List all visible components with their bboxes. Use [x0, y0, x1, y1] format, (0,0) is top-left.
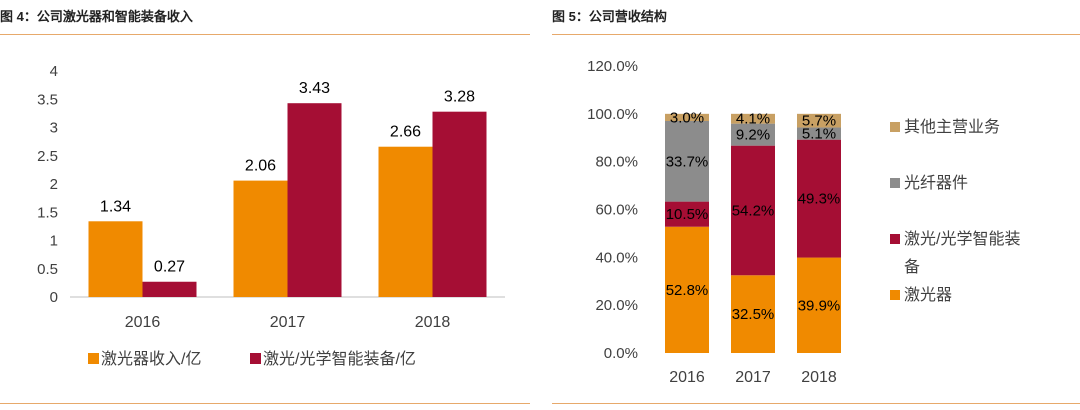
legend-label: 激光/光学智能装备 — [904, 230, 1020, 276]
legend-swatch-fiber — [890, 178, 900, 188]
data-label: 2.06 — [245, 158, 276, 175]
revenue-bar-chart: 0 0.5 1 1.5 2 2.5 3 3.5 4 2016 1.34 0.27 2017 2.06 3.4… — [37, 63, 505, 368]
left-chart-title: 图 4：公司激光器和智能装备收入 — [0, 9, 193, 24]
y-tick-label: 3 — [50, 120, 58, 137]
x-tick-label: 2018 — [415, 314, 451, 331]
legend-label-line: 备 — [904, 258, 920, 276]
data-label: 2.66 — [390, 124, 421, 141]
data-label: 3.28 — [444, 89, 475, 106]
x-tick-label: 2017 — [270, 314, 306, 331]
y-tick-label: 0 — [50, 289, 58, 306]
segment-label: 54.2% — [732, 202, 775, 219]
y-tick-label: 4 — [50, 63, 58, 80]
segment-laser-2016 — [665, 226, 709, 353]
bar-laser-2017 — [233, 180, 288, 297]
data-label: 1.34 — [100, 198, 131, 215]
y-tick-label: 100.0% — [587, 106, 638, 123]
segment-fiber-2016 — [665, 121, 709, 202]
left-title-rule — [0, 34, 530, 35]
legend-label: 其他主营业务 — [904, 118, 1000, 136]
bar-laser-2018 — [378, 146, 433, 297]
y-tick-label: 1 — [50, 233, 58, 250]
segment-equipment-2016 — [665, 201, 709, 227]
left-chart-panel: 图 4：公司激光器和智能装备收入 0 0.5 1 1.5 2 2.5 3 3.5 4 2016 1.… — [0, 0, 530, 410]
revenue-structure-stacked-chart: 0.0% 20.0% 40.0% 60.0% 80.0% 100.0% 120.0% 2016… — [587, 58, 1020, 386]
segment-label: 33.7% — [666, 153, 709, 170]
segment-fiber-2017 — [731, 123, 775, 146]
data-label: 3.43 — [299, 80, 330, 97]
segment-label: 5.1% — [802, 126, 836, 143]
y-tick-label: 120.0% — [587, 58, 638, 75]
y-tick-label: 80.0% — [595, 154, 638, 171]
y-tick-label: 20.0% — [595, 297, 638, 314]
segment-label: 10.5% — [666, 206, 709, 223]
segment-label: 49.3% — [798, 191, 841, 208]
x-tick-label: 2016 — [669, 369, 705, 386]
legend-label: 激光器收入/亿 — [101, 350, 201, 368]
legend-swatch-equipment — [250, 353, 261, 364]
legend-label: 光纤器件 — [904, 174, 968, 192]
y-tick-label: 0.0% — [604, 345, 638, 362]
segment-other-2017 — [731, 113, 775, 124]
y-tick-label: 40.0% — [595, 249, 638, 266]
data-label: 0.27 — [154, 259, 185, 276]
y-tick-label: 3.5 — [37, 91, 58, 108]
segment-label: 5.7% — [802, 113, 836, 130]
segment-equipment-2018 — [797, 139, 841, 258]
left-bottom-rule — [0, 403, 530, 404]
bar-laser-2016 — [88, 221, 143, 297]
x-tick-label: 2018 — [801, 369, 837, 386]
legend-label: 激光/光学智能装备/亿 — [263, 350, 416, 368]
segment-other-2016 — [665, 113, 709, 122]
y-tick-label: 0.5 — [37, 261, 58, 278]
bar-equipment-2016 — [142, 281, 197, 297]
segment-label: 9.2% — [736, 127, 770, 144]
legend-swatch-laser — [88, 353, 99, 364]
segment-label: 39.9% — [798, 297, 841, 314]
segment-laser-2018 — [797, 257, 841, 353]
segment-fiber-2018 — [797, 127, 841, 140]
segment-equipment-2017 — [731, 145, 775, 276]
segment-other-2018 — [797, 113, 841, 128]
legend-label-line: 激光/光学智能装 — [904, 230, 1020, 248]
segment-label: 3.0% — [670, 109, 704, 126]
right-title-rule — [552, 34, 1080, 35]
legend-swatch-laser — [890, 290, 900, 300]
legend-swatch-other — [890, 122, 900, 132]
x-tick-label: 2016 — [125, 314, 161, 331]
bar-equipment-2017 — [287, 103, 342, 297]
segment-laser-2017 — [731, 275, 775, 353]
right-chart-panel: 图 5：公司营收结构 0.0% 20.0% 40.0% 60.0% 80.0% 100.0… — [552, 0, 1080, 410]
y-tick-label: 60.0% — [595, 202, 638, 219]
y-tick-label: 1.5 — [37, 204, 58, 221]
segment-label: 52.8% — [666, 282, 709, 299]
bar-equipment-2018 — [432, 111, 487, 298]
right-bottom-rule — [552, 403, 1080, 404]
x-tick-label: 2017 — [735, 369, 771, 386]
right-chart-title: 图 5：公司营收结构 — [552, 9, 667, 24]
segment-label: 4.1% — [736, 111, 770, 128]
legend-swatch-equipment — [890, 234, 900, 244]
y-tick-label: 2 — [50, 176, 58, 193]
legend-label: 激光器 — [904, 286, 952, 304]
y-tick-label: 2.5 — [37, 148, 58, 165]
segment-label: 32.5% — [732, 306, 775, 323]
